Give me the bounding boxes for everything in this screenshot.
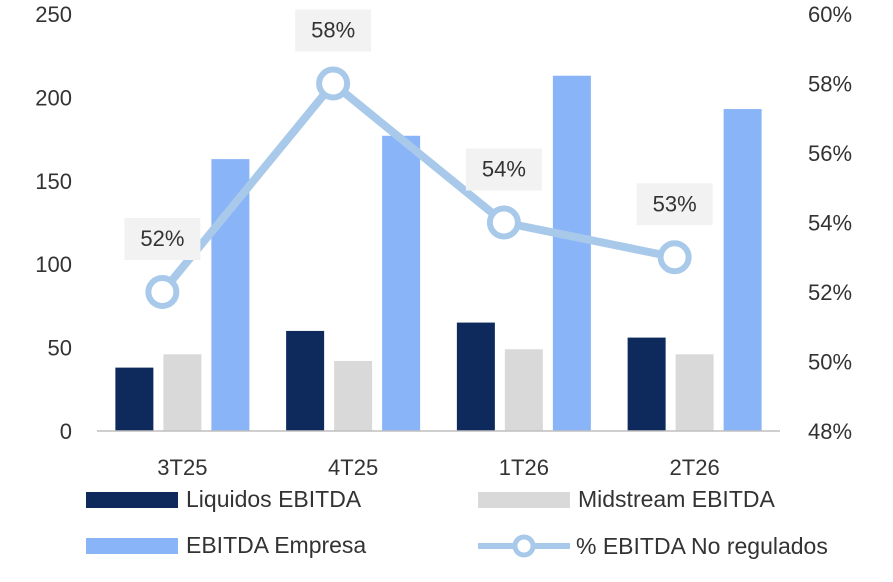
y-left-tick-label: 100 <box>35 252 72 277</box>
y-right-tick-label: 48% <box>808 419 852 444</box>
y-right-tick-label: 52% <box>808 280 852 305</box>
x-tick-label: 2T26 <box>670 455 720 480</box>
series-line <box>159 79 676 295</box>
line-point <box>486 205 521 240</box>
line-point <box>145 275 180 309</box>
data-label-box <box>636 183 713 226</box>
data-label-box <box>295 9 372 52</box>
bar <box>675 354 714 431</box>
data-label: 58% <box>311 18 355 43</box>
y-left-tick-label: 150 <box>35 169 72 194</box>
bar <box>552 75 591 431</box>
x-tick-label: 1T26 <box>499 455 549 480</box>
y-left-tick-label: 0 <box>60 419 72 444</box>
y-left-tick-label: 250 <box>35 2 72 27</box>
y-right-tick-label: 56% <box>808 141 852 166</box>
bar <box>456 322 495 431</box>
data-label: 53% <box>653 191 697 216</box>
bar <box>286 330 325 431</box>
bar <box>211 159 250 431</box>
bar <box>627 337 666 431</box>
bar <box>334 360 373 431</box>
data-label: 52% <box>140 226 184 251</box>
data-label: 54% <box>482 157 526 182</box>
x-tick-label: 4T25 <box>328 455 378 480</box>
y-right-tick-label: 58% <box>808 72 852 97</box>
data-label-box <box>465 148 542 191</box>
bar <box>163 354 202 431</box>
bar <box>723 109 762 432</box>
x-tick-label: 3T25 <box>157 455 207 480</box>
y-right-tick-label: 60% <box>808 2 852 27</box>
bar <box>115 367 154 431</box>
bar <box>504 349 543 431</box>
y-left-tick-label: 50 <box>48 336 72 361</box>
line-point <box>316 66 351 101</box>
y-right-tick-label: 54% <box>808 211 852 236</box>
line-point <box>657 240 692 275</box>
y-left-tick-label: 200 <box>35 85 72 110</box>
y-right-tick-label: 50% <box>808 350 852 375</box>
data-label-box <box>124 218 201 260</box>
bar <box>382 135 421 431</box>
